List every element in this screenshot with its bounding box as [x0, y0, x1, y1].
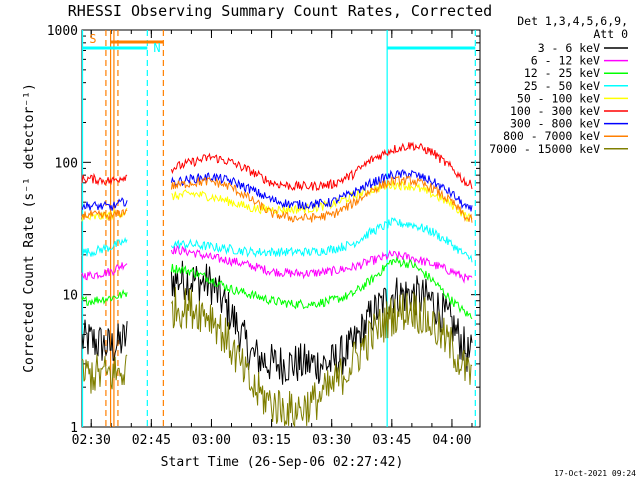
legend-item-label: 300 - 800 keV	[510, 117, 600, 131]
series-line	[81, 319, 128, 361]
x-tick-label: 04:00	[432, 433, 471, 448]
y-tick-label: 1000	[47, 24, 78, 39]
series-line	[81, 262, 128, 281]
series-line	[81, 289, 128, 306]
x-tick-label: 03:45	[372, 433, 411, 448]
series-lines	[81, 141, 473, 428]
series-line	[81, 236, 128, 258]
x-axis-label: Start Time (26-Sep-06 02:27:42)	[161, 455, 404, 470]
legend-item-label: 50 - 100 keV	[517, 91, 600, 105]
x-tick-label: 03:15	[252, 433, 291, 448]
y-tick-label: 1	[70, 421, 78, 436]
y-tick-label: 10	[62, 289, 78, 304]
series-line	[170, 244, 473, 284]
series-line	[170, 260, 473, 385]
x-tick-label: 03:00	[192, 433, 231, 448]
legend-item-label: 3 - 6 keV	[538, 41, 600, 55]
series-line	[81, 172, 128, 186]
legend-header-line-1: Det 1,3,4,5,6,9,	[517, 14, 628, 28]
x-tick-label: 03:30	[312, 433, 351, 448]
legend-header-line-2: Att 0	[593, 27, 628, 41]
series-line	[170, 141, 473, 192]
legend-item-label: 6 - 12 keV	[531, 54, 600, 68]
series-line	[170, 256, 473, 320]
series-line	[81, 208, 128, 221]
x-tick-label: 02:30	[72, 433, 111, 448]
series-line	[170, 168, 473, 212]
axis-ticks	[82, 29, 480, 428]
chart-title: RHESSI Observing Summary Count Rates, Co…	[68, 2, 492, 20]
legend-item-label: 25 - 50 keV	[524, 79, 600, 93]
series-line	[171, 180, 473, 222]
y-axis-label: Corrected Count Rate (s⁻¹ detector⁻¹)	[22, 83, 37, 373]
legend-item-label: 800 - 7000 keV	[503, 129, 600, 143]
series-line	[170, 287, 473, 428]
legend-item-label: 12 - 25 keV	[524, 66, 600, 80]
legend-item-label: 7000 - 15000 keV	[489, 142, 600, 156]
footer-date: 17-Oct-2021 09:24	[554, 469, 636, 478]
y-tick-label: 100	[55, 156, 78, 171]
series-line	[81, 197, 128, 211]
series-line	[170, 217, 473, 263]
night-label: N	[153, 41, 160, 55]
axis-labels: 02:30 02:45 03:00 03:15 03:30 03:45 04:00 1 10 10…	[47, 24, 472, 448]
x-tick-label: 02:45	[132, 433, 171, 448]
series-line	[81, 354, 128, 394]
legend-item-label: 100 - 300 keV	[510, 104, 600, 118]
series-line	[170, 175, 473, 223]
saa-label: S	[89, 32, 96, 46]
